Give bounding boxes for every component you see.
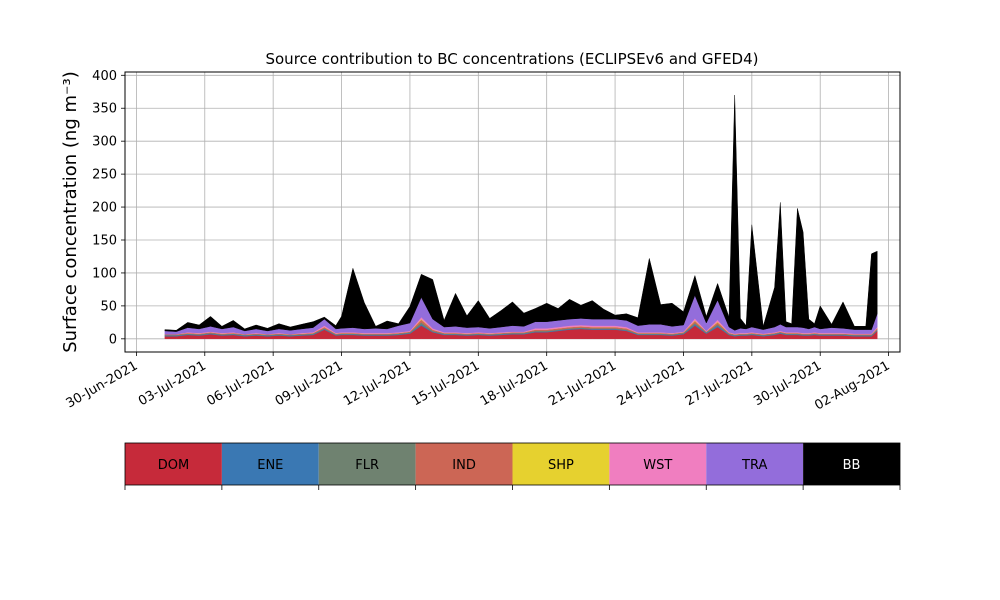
legend-label-bb: BB xyxy=(843,458,861,473)
y-tick-label: 400 xyxy=(92,69,117,84)
y-tick-label: 250 xyxy=(92,168,117,183)
area-bb xyxy=(164,95,878,332)
legend-swatch-ene xyxy=(221,443,319,485)
legend-label-flr: FLR xyxy=(355,458,379,473)
y-axis-label: Surface concentration (ng m⁻³) xyxy=(60,71,81,353)
legend-swatch-tra xyxy=(706,443,804,485)
legend-swatch-wst xyxy=(609,443,707,485)
y-tick-label: 350 xyxy=(92,102,117,117)
legend-swatch-bb xyxy=(803,443,900,485)
legend-swatch-dom xyxy=(125,443,222,485)
legend-label-ind: IND xyxy=(452,458,476,473)
legend-label-wst: WST xyxy=(643,458,672,473)
legend: DOM ENE FLR IND SHP WST TRA BB xyxy=(124,442,901,490)
legend-swatch-flr xyxy=(318,443,416,485)
plot-area-frame xyxy=(124,71,901,353)
legend-label-shp: SHP xyxy=(548,458,574,473)
legend-label-tra: TRA xyxy=(741,458,767,473)
grid xyxy=(125,72,900,352)
legend-swatch-shp xyxy=(512,443,610,485)
legend-label-ene: ENE xyxy=(257,458,283,473)
y-tick-label: 200 xyxy=(92,201,117,216)
y-tick-label: 50 xyxy=(100,299,117,314)
legend-swatch-ind xyxy=(415,443,513,485)
y-tick-label: 300 xyxy=(92,135,117,150)
y-tick-label: 100 xyxy=(92,266,117,281)
legend-label-dom: DOM xyxy=(158,458,189,473)
y-tick-label: 0 xyxy=(109,332,117,347)
y-tick-label: 150 xyxy=(92,234,117,249)
stacked-areas xyxy=(164,95,878,340)
chart-title: Source contribution to BC concentrations… xyxy=(265,50,758,68)
